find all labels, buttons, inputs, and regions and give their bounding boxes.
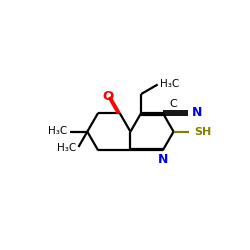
Text: H₃C: H₃C (57, 143, 76, 153)
Text: C: C (170, 99, 177, 109)
Text: O: O (102, 90, 114, 103)
Text: N: N (158, 154, 168, 166)
Text: SH: SH (194, 127, 212, 137)
Text: N: N (192, 106, 202, 120)
Text: H₃C: H₃C (160, 79, 179, 89)
Text: H₃C: H₃C (48, 126, 67, 136)
